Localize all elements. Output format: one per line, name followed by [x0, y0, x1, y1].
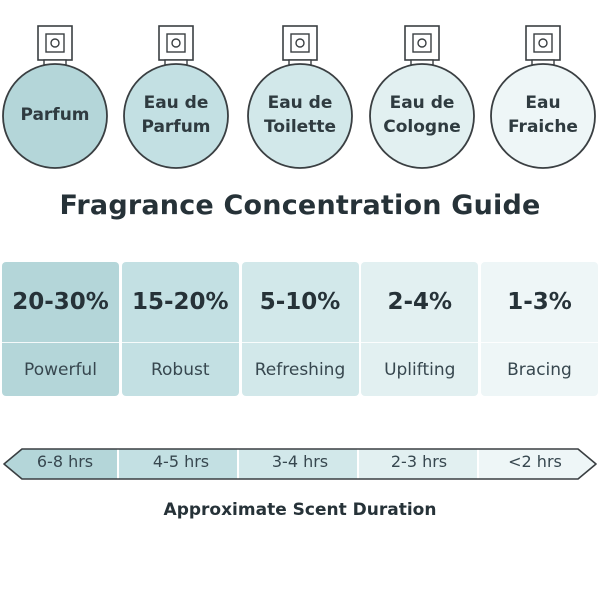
duration-segment: [239, 449, 357, 479]
bottle-eau-de-cologne: Eau de Cologne: [367, 22, 477, 172]
concentration-percent: 20-30%: [12, 289, 109, 315]
concentration-column: 1-3% Bracing: [481, 262, 598, 396]
cell-divider: [121, 342, 239, 343]
cell-divider: [241, 342, 359, 343]
duration-segment: [479, 449, 596, 479]
strength-label: Bracing: [507, 359, 572, 380]
bottle-eau-de-parfum: Eau de Parfum: [121, 22, 231, 172]
strength-label: Uplifting: [384, 359, 456, 380]
concentration-column: 15-20% Robust: [121, 262, 239, 396]
page-title: Fragrance Concentration Guide: [59, 190, 541, 221]
bottle-parfum: Parfum: [0, 22, 110, 172]
bottle-eau-fraiche: Eau Fraiche: [488, 22, 598, 172]
cell-divider: [361, 342, 479, 343]
bottle-icon: [369, 25, 475, 169]
concentration-percent: 1-3%: [507, 289, 572, 315]
concentration-grid: 20-30% Powerful 15-20% Robust 5-10% Refr…: [2, 262, 598, 396]
strength-label: Refreshing: [254, 359, 346, 380]
duration-label: 6-8 hrs: [36, 452, 94, 471]
concentration-column: 20-30% Powerful: [2, 262, 119, 396]
duration-segment: [4, 449, 117, 479]
cell-divider: [481, 342, 598, 343]
concentration-percent: 5-10%: [259, 289, 341, 315]
bottle-label: Parfum: [20, 105, 90, 125]
concentration-column: 2-4% Uplifting: [361, 262, 479, 396]
bottle-row: Parfum Eau de Parfum Eau de Toilette Eau…: [0, 0, 600, 175]
duration-label: 2-3 hrs: [390, 452, 448, 471]
double-arrow-icon: [3, 448, 597, 480]
bottle-label: Eau de Toilette: [264, 93, 336, 137]
bottle-icon: [247, 25, 353, 169]
strength-label: Powerful: [24, 359, 97, 380]
duration-label: 3-4 hrs: [271, 452, 329, 471]
bottle-label: Eau de Parfum: [141, 93, 211, 137]
duration-segment: [359, 449, 477, 479]
concentration-percent: 2-4%: [387, 289, 453, 315]
duration-caption: Approximate Scent Duration: [163, 500, 437, 520]
duration-label: <2 hrs: [508, 452, 562, 471]
bottle-label: Eau Fraiche: [508, 93, 578, 137]
concentration-column: 5-10% Refreshing: [241, 262, 359, 396]
bottle-eau-de-toilette: Eau de Toilette: [245, 22, 355, 172]
concentration-percent: 15-20%: [131, 289, 229, 315]
bottle-label: Eau de Cologne: [383, 93, 461, 137]
duration-arrow: 6-8 hrs 4-5 hrs 3-4 hrs 2-3 hrs <2 hrs: [0, 444, 600, 484]
bottle-icon: [2, 25, 108, 169]
cell-divider: [2, 342, 119, 343]
bottle-icon: [123, 25, 229, 169]
strength-label: Robust: [150, 359, 210, 380]
duration-label: 4-5 hrs: [152, 452, 210, 471]
bottle-icon: [490, 25, 596, 169]
duration-segment: [119, 449, 237, 479]
